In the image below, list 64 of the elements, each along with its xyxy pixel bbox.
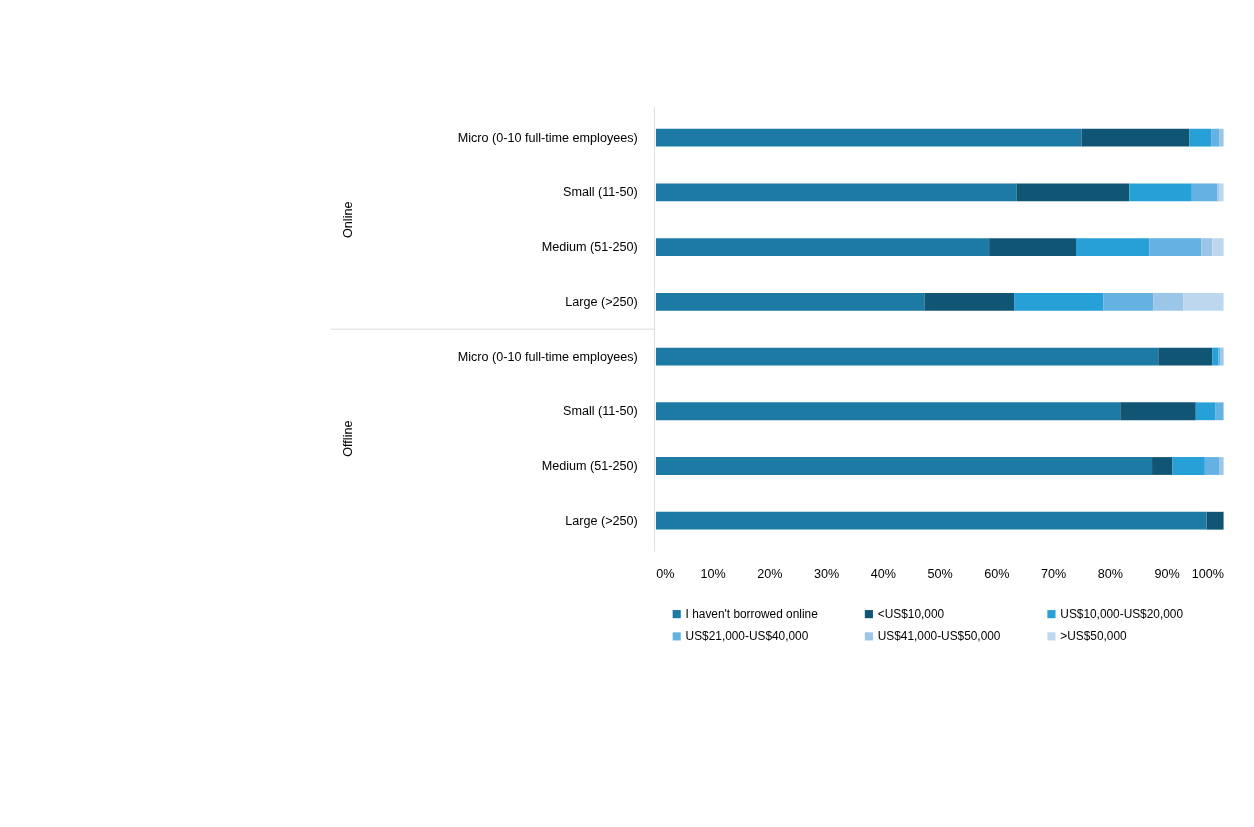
x-tick-label: 20% [757,567,783,582]
bar [1201,238,1213,257]
legend-label: US$21,000-US$40,000 [685,629,809,644]
bar [655,128,1082,147]
bar [1212,347,1219,366]
text: Online [340,201,355,238]
bar [924,292,1015,311]
bar [1219,183,1224,202]
bar [655,457,1153,475]
bar [1204,457,1220,475]
y-tick-label: Large (>250) [565,513,638,528]
y-tick-label: Micro (0-10 full-time employees) [457,349,638,364]
bar [1129,183,1192,202]
y-tick-label: Medium (51-250) [541,240,638,255]
bar [1152,457,1173,475]
bar [655,238,990,257]
x-tick-label: 60% [984,567,1010,582]
legend-label: <US$10,000 [877,606,945,621]
x-tick-label: 100% [1191,567,1224,582]
x-tick-label: 90% [1154,567,1180,582]
bar [1014,292,1104,311]
bar [1120,402,1196,421]
bar [1103,292,1154,311]
x-tick-label: 30% [813,567,840,582]
bar [1191,183,1218,202]
legend-label: I haven't borrowed online [685,606,819,621]
y-tick-label: Medium (51-250) [541,459,638,474]
y-tick-label: Large (>250) [565,294,638,309]
bar [655,183,1017,202]
bar [1219,457,1224,475]
y-tick-label: Small (11-50) [563,404,638,419]
bar [1211,128,1220,147]
bar [1215,402,1224,421]
bar [1172,457,1205,475]
bar [655,402,1121,421]
bar [655,292,925,311]
bar [1219,128,1224,147]
x-tick-label: 10% [700,567,726,582]
bar [1212,238,1224,257]
bar [1189,128,1212,147]
bar [1075,238,1150,257]
bar [655,511,1207,530]
text: Offline [340,420,355,457]
bar [1016,183,1130,202]
bar [1206,511,1224,530]
x-tick-label: 80% [1097,567,1124,582]
bar [1158,347,1213,366]
x-tick-label: 70% [1041,567,1067,582]
bar [1149,238,1202,257]
bar [1081,128,1190,147]
bar [1183,292,1224,311]
x-tick-label: 0% [656,567,675,582]
y-tick-label: Micro (0-10 full-time employees) [457,130,638,145]
bar [1195,402,1216,421]
bar [655,347,1159,366]
x-tick-label: 50% [927,567,953,582]
bar [1217,183,1220,202]
bar [1153,292,1184,311]
bar [989,238,1076,257]
legend-label: US$41,000-US$50,000 [877,629,1001,644]
legend-label: >US$50,000 [1060,629,1128,644]
y-tick-label: Small (11-50) [563,185,638,200]
legend-label: US$10,000-US$20,000 [1060,606,1184,621]
x-tick-label: 40% [870,567,896,582]
